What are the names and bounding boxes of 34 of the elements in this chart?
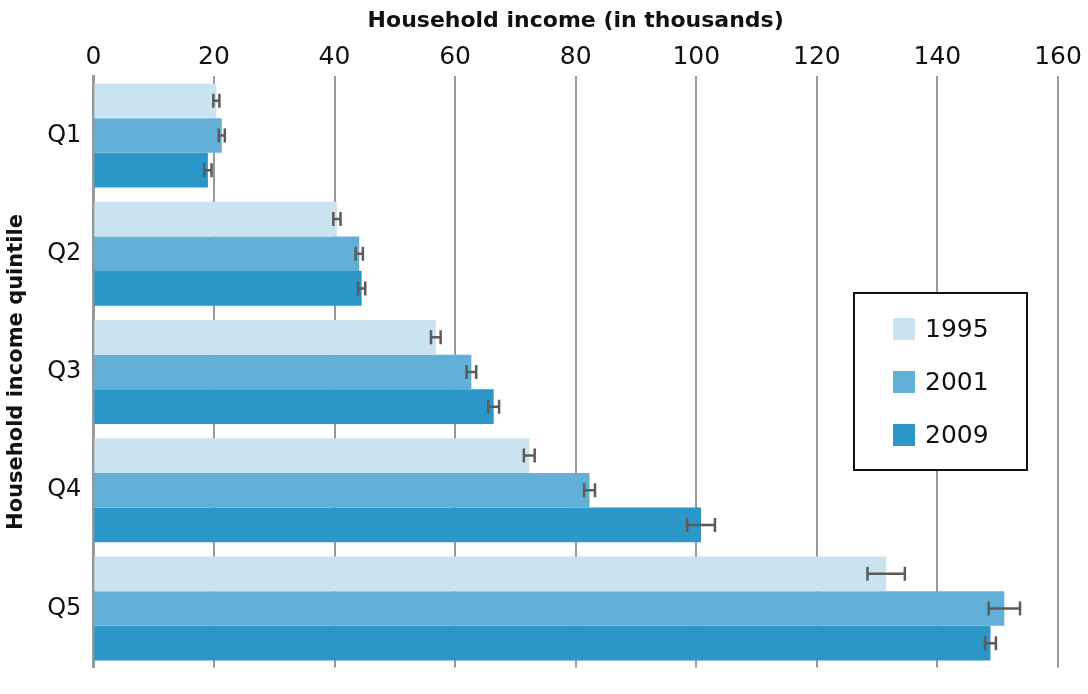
x-tick-label: 160 bbox=[1034, 40, 1082, 70]
y-tick-label: Q2 bbox=[47, 237, 82, 266]
bar bbox=[94, 271, 362, 306]
bar bbox=[94, 507, 702, 543]
bar bbox=[94, 625, 991, 661]
legend-label: 2009 bbox=[925, 420, 989, 449]
y-tick-label: Q5 bbox=[47, 592, 82, 621]
bar bbox=[94, 236, 360, 272]
bar bbox=[94, 201, 337, 237]
y-tick-label: Q1 bbox=[47, 119, 82, 148]
x-tick-label: 0 bbox=[85, 40, 102, 70]
y-axis-title: Household income quintile bbox=[3, 214, 28, 530]
bar bbox=[94, 389, 494, 425]
bar bbox=[94, 118, 222, 153]
x-tick-label: 60 bbox=[439, 40, 472, 70]
x-tick-label: 120 bbox=[792, 40, 841, 70]
x-tick-label: 140 bbox=[913, 40, 962, 70]
x-tick-label: 100 bbox=[672, 40, 721, 70]
x-tick-label: 40 bbox=[318, 40, 351, 70]
y-tick-label: Q4 bbox=[47, 474, 82, 503]
x-tick-label: 20 bbox=[198, 40, 230, 70]
bar bbox=[94, 472, 590, 508]
bar bbox=[94, 319, 436, 355]
x-axis-title: Household income (in thousands) bbox=[367, 6, 784, 32]
legend-label: 1995 bbox=[925, 314, 989, 343]
bar bbox=[94, 438, 530, 473]
bar bbox=[94, 354, 472, 390]
legend-label: 2001 bbox=[925, 367, 989, 396]
x-tick-label: 80 bbox=[559, 40, 592, 70]
bar bbox=[94, 83, 217, 119]
y-tick-label: Q3 bbox=[47, 356, 82, 385]
bar bbox=[94, 152, 208, 188]
bar bbox=[94, 591, 1005, 626]
bar bbox=[94, 556, 887, 592]
